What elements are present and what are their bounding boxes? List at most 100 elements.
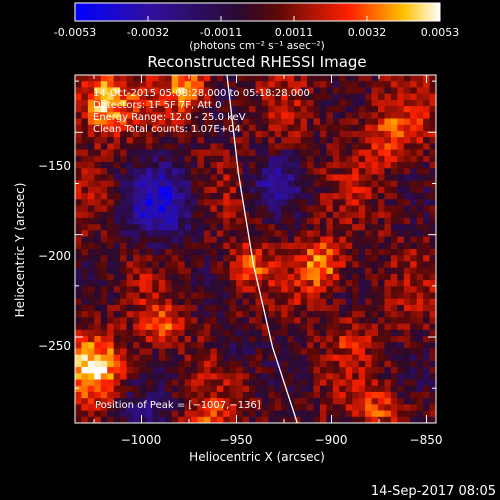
heatmap-cell (281, 298, 289, 306)
heatmap-cell (268, 87, 276, 95)
heatmap-cell (133, 273, 141, 281)
heatmap-cell (249, 391, 257, 399)
heatmap-cell (287, 87, 295, 95)
heatmap-cell (152, 93, 160, 101)
heatmap-cell (390, 255, 398, 263)
heatmap-cell (171, 398, 179, 405)
heatmap-cell (255, 224, 263, 231)
heatmap-cell (410, 193, 418, 200)
heatmap-cell (268, 292, 276, 300)
heatmap-cell (423, 130, 431, 138)
heatmap-cell (294, 280, 302, 287)
heatmap-cell (307, 130, 315, 138)
x-tick-label: −950 (220, 433, 253, 447)
heatmap-cell (268, 249, 276, 256)
heatmap-cell (274, 336, 282, 343)
heatmap-cell (203, 398, 211, 405)
heatmap-cell (171, 286, 179, 294)
heatmap-cell (313, 342, 321, 350)
heatmap-cell (390, 286, 398, 294)
heatmap-cell (390, 230, 398, 238)
heatmap-cell (203, 137, 211, 144)
heatmap-cell (352, 373, 360, 381)
heatmap-cell (281, 311, 289, 318)
heatmap-cell (287, 211, 295, 219)
heatmap-cell (429, 236, 436, 244)
heatmap-cell (410, 292, 418, 300)
heatmap-cell (133, 404, 141, 412)
heatmap-cell (216, 249, 224, 256)
heatmap-cell (139, 348, 147, 356)
heatmap-cell (197, 304, 205, 312)
heatmap-cell (120, 398, 128, 405)
heatmap-cell (94, 273, 102, 281)
heatmap-cell (152, 410, 160, 418)
heatmap-cell (429, 93, 436, 101)
heatmap-cell (203, 280, 211, 287)
heatmap-cell (339, 261, 347, 269)
heatmap-cell (403, 298, 411, 306)
heatmap-cell (133, 174, 141, 182)
heatmap-cell (236, 168, 244, 176)
heatmap-cell (152, 236, 160, 244)
heatmap-cell (352, 199, 360, 207)
heatmap-cell (210, 143, 218, 151)
heatmap-cell (113, 130, 121, 138)
heatmap-cell (236, 242, 244, 250)
heatmap-cell (255, 373, 263, 381)
heatmap-cell (332, 398, 340, 405)
heatmap-cell (236, 404, 244, 412)
heatmap-cell (403, 360, 411, 368)
heatmap-cell (75, 224, 83, 231)
heatmap-cell (345, 112, 353, 120)
heatmap-cell (390, 404, 398, 412)
heatmap-cell (274, 217, 282, 225)
heatmap-cell (307, 193, 315, 200)
heatmap-cell (87, 230, 95, 238)
heatmap-cell (352, 230, 360, 238)
heatmap-cell (242, 130, 250, 138)
heatmap-cell (133, 342, 141, 350)
heatmap-cell (397, 155, 405, 163)
heatmap-cell (133, 236, 141, 244)
heatmap-cell (100, 130, 108, 138)
heatmap-cell (242, 211, 250, 219)
heatmap-cell (191, 180, 199, 188)
heatmap-cell (339, 410, 347, 418)
heatmap-cell (75, 348, 83, 356)
heatmap-cell (397, 360, 405, 368)
heatmap-cell (365, 199, 373, 207)
heatmap-cell (307, 379, 315, 387)
heatmap-cell (377, 323, 386, 331)
heatmap-cell (255, 336, 263, 343)
heatmap-cell (178, 304, 186, 312)
heatmap-cell (384, 199, 392, 207)
heatmap-cell (307, 211, 315, 219)
heatmap-cell (326, 273, 334, 281)
heatmap-cell (313, 99, 321, 107)
heatmap-cell (184, 323, 192, 331)
heatmap-cell (287, 348, 295, 356)
heatmap-cell (326, 267, 334, 275)
heatmap-cell (274, 391, 282, 399)
heatmap-cell (274, 261, 282, 269)
heatmap-cell (107, 186, 115, 194)
heatmap-cell (416, 211, 424, 219)
heatmap-cell (423, 329, 431, 337)
heatmap-cell (165, 379, 173, 387)
heatmap-cell (255, 298, 263, 306)
heatmap-cell (229, 186, 237, 194)
heatmap-cell (107, 124, 115, 132)
heatmap-cell (300, 230, 308, 238)
heatmap-cell (113, 224, 121, 231)
heatmap-cell (100, 360, 108, 368)
heatmap-cell (358, 354, 366, 362)
heatmap-cell (416, 280, 424, 287)
heatmap-cell (345, 373, 353, 381)
heatmap-cell (152, 186, 160, 194)
heatmap-cell (236, 205, 244, 213)
heatmap-cell (100, 199, 108, 207)
heatmap-cell (300, 323, 308, 331)
heatmap-cell (410, 342, 418, 350)
heatmap-cell (94, 348, 102, 356)
